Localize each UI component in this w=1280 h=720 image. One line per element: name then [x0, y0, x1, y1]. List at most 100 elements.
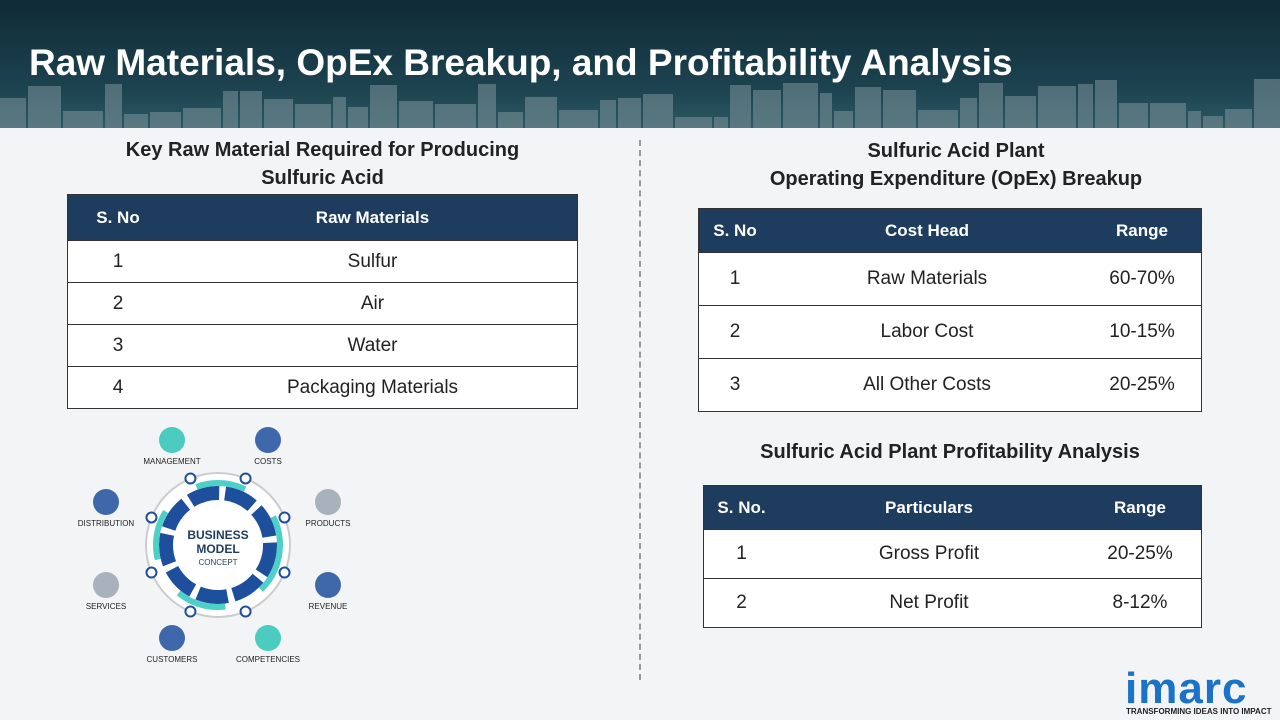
center-text: CONCEPT [198, 558, 237, 567]
data-table: S. No. Particulars Range 1 Gross Profit 20-25… [703, 485, 1202, 628]
building [525, 97, 557, 128]
table-cell: 1 [703, 529, 779, 579]
building [348, 107, 368, 128]
building [1038, 86, 1076, 128]
ring-node [278, 566, 291, 579]
logo: imarc [1125, 664, 1248, 713]
building [295, 104, 331, 128]
building [124, 114, 148, 128]
diagram-label: SERVICES [86, 602, 126, 611]
table-cell: 20-25% [1079, 529, 1202, 579]
building [820, 93, 832, 128]
table-row: 1 Gross Profit 20-25% [703, 529, 1202, 579]
center-text: BUSINESS [187, 528, 248, 542]
skyline [0, 79, 1280, 128]
building [730, 85, 751, 128]
table-cell: 3 [67, 324, 168, 367]
building [855, 87, 881, 128]
table-cell: Labor Cost [771, 305, 1083, 359]
diagram-label: PRODUCTS [306, 519, 351, 528]
profit-heading: Sulfuric Acid Plant Profitability Analys… [700, 438, 1200, 466]
building [618, 98, 641, 128]
heading-line: Sulfuric Acid [261, 167, 384, 189]
table-cell: 2 [67, 282, 168, 325]
building [478, 84, 496, 128]
building [150, 112, 181, 128]
data-table: S. No Raw Materials 1 Sulfur 2 Air 3 Water 4 Pack… [67, 194, 578, 409]
table-cell: 3 [698, 358, 771, 412]
diagram-label: MANAGEMENT [143, 457, 200, 466]
building [28, 86, 61, 128]
table-cell: Air [168, 282, 578, 325]
icon [315, 572, 341, 598]
diagram-label: CUSTOMERS [147, 655, 198, 664]
table-cell: 2 [703, 578, 779, 628]
building [498, 112, 523, 128]
table-cell: 8-12% [1079, 578, 1202, 628]
header-row: S. No Cost Head Range [698, 208, 1202, 253]
table-cell: Net Profit [779, 578, 1079, 628]
header-row: S. No. Particulars Range [703, 485, 1202, 530]
table-row: 2 Air [67, 282, 578, 325]
table-cell: Water [168, 324, 578, 367]
heading-line: Sulfuric Acid Plant [867, 140, 1045, 162]
building [600, 100, 616, 128]
column-header: Raw Materials [168, 194, 578, 241]
table-cell: Gross Profit [779, 529, 1079, 579]
ring-node [184, 472, 197, 485]
icon [255, 625, 281, 651]
building [63, 111, 103, 128]
table-row: 1 Sulfur [67, 240, 578, 283]
table-cell: 2 [698, 305, 771, 359]
building [783, 83, 818, 128]
building [240, 91, 262, 128]
building [834, 111, 853, 128]
building [1203, 116, 1223, 128]
header-band [0, 0, 1280, 128]
divider [639, 140, 641, 680]
heading-line: Operating Expenditure (OpEx) Breakup [769, 168, 1143, 190]
icon [159, 427, 185, 453]
building [883, 90, 916, 128]
building [223, 91, 238, 128]
icon [93, 572, 119, 598]
opex-heading: Sulfuric Acid Plant Operating Expenditur… [698, 137, 1214, 193]
header-row: S. No Raw Materials [67, 194, 578, 241]
table-cell: All Other Costs [771, 358, 1083, 412]
building [264, 99, 293, 128]
building [399, 101, 433, 128]
table-row: 4 Packaging Materials [67, 366, 578, 409]
column-header: S. No [67, 194, 168, 241]
building [1150, 103, 1186, 128]
inner-ring [159, 486, 277, 604]
icon [93, 489, 119, 515]
building [643, 94, 673, 128]
building [1225, 109, 1252, 128]
table-cell: Sulfur [168, 240, 578, 283]
ring-node [239, 472, 252, 485]
ring-node [145, 511, 158, 524]
building [1078, 84, 1093, 128]
column-header: Range [1079, 485, 1202, 530]
raw-table-wrap: S. No Raw Materials 1 Sulfur 2 Air 3 Water 4 Pack… [67, 194, 578, 409]
accent-ring [153, 480, 283, 610]
data-table: S. No Cost Head Range 1 Raw Materials 60-70% 2… [698, 208, 1202, 412]
building [435, 104, 476, 128]
opex-table-wrap: S. No Cost Head Range 1 Raw Materials 60-70% 2… [698, 208, 1202, 412]
building [714, 117, 728, 128]
icon [315, 489, 341, 515]
table-row: 3 Water [67, 324, 578, 367]
ring-node [278, 511, 291, 524]
table-row: 3 All Other Costs 20-25% [698, 358, 1202, 412]
building [979, 83, 1003, 128]
diagram-label: COSTS [254, 457, 282, 466]
table-cell: 20-25% [1083, 358, 1202, 412]
building [675, 117, 712, 128]
table-cell: Raw Materials [771, 252, 1083, 306]
building [1254, 79, 1280, 128]
building [753, 90, 781, 128]
building [1119, 103, 1148, 128]
column-header: Range [1083, 208, 1202, 253]
building [105, 84, 122, 128]
